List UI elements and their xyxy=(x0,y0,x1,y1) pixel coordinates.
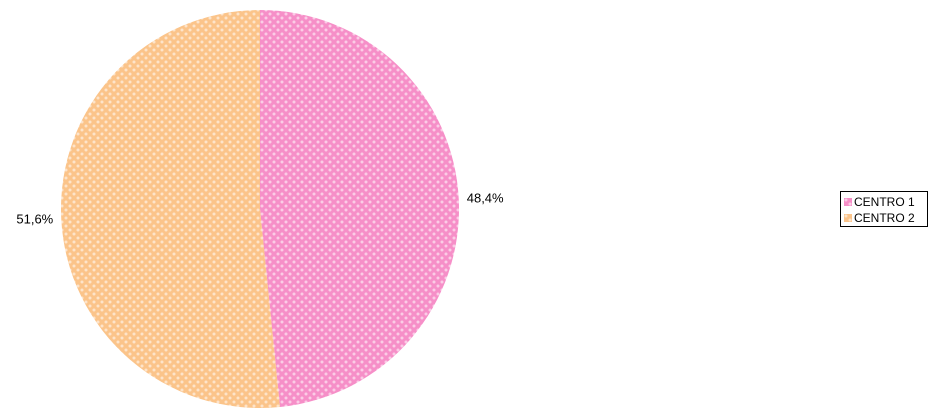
legend-label-centro-1: CENTRO 1 xyxy=(854,195,915,209)
pie-data-labels: 48,4% 51,6% xyxy=(16,191,504,227)
pie-slice-centro-1 xyxy=(260,10,459,407)
legend-swatch-centro-1 xyxy=(844,198,852,206)
data-label-centro-1: 48,4% xyxy=(467,191,504,206)
legend-entry-centro-1: CENTRO 1 xyxy=(844,194,927,210)
legend-swatch-centro-2 xyxy=(844,214,852,222)
legend-label-centro-2: CENTRO 2 xyxy=(854,211,915,225)
pie-slice-centro-2 xyxy=(60,10,280,408)
pie-slices xyxy=(60,10,459,408)
data-label-centro-2: 51,6% xyxy=(16,211,53,226)
legend-entry-centro-2: CENTRO 2 xyxy=(844,210,927,226)
legend: CENTRO 1 CENTRO 2 xyxy=(840,191,928,227)
